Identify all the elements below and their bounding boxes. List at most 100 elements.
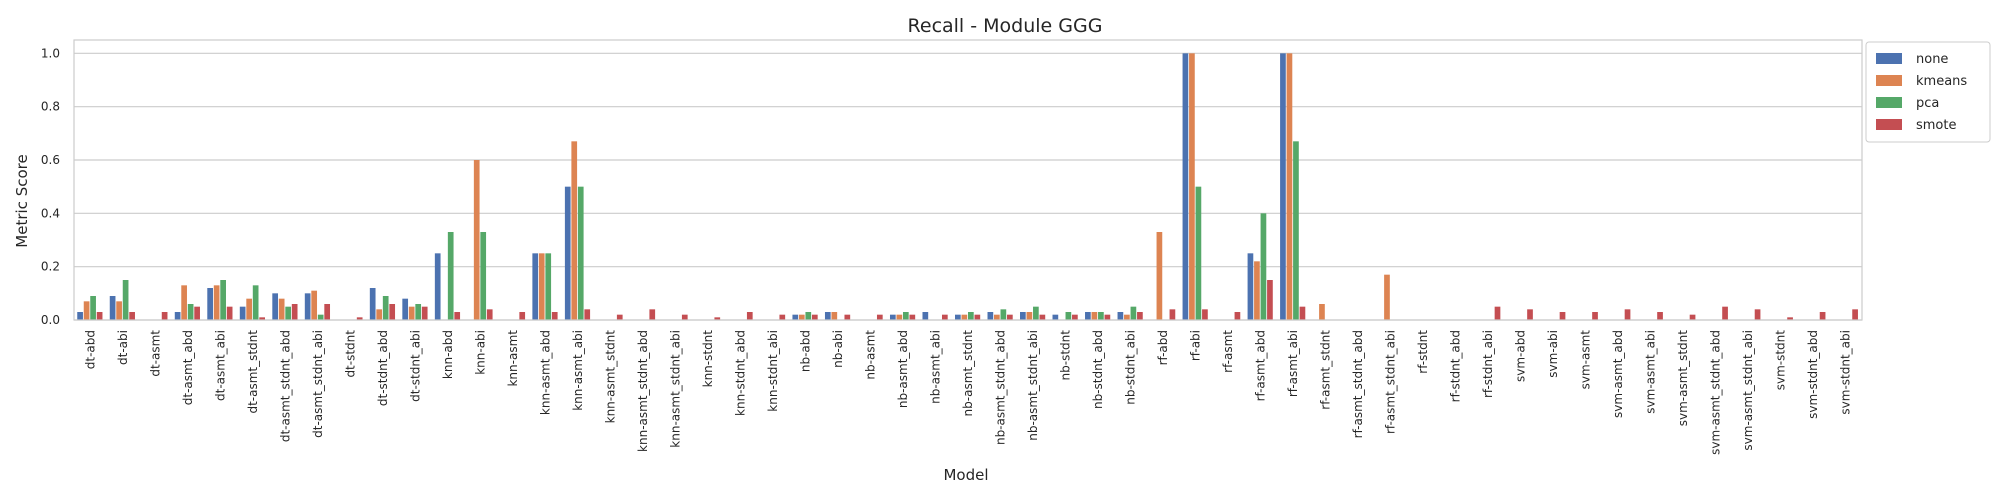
x-tick-label: dt-asmt_abi — [213, 330, 227, 401]
bar-smote-nb-stdnt — [1072, 314, 1078, 320]
bar-smote-svm-abi — [1559, 312, 1566, 320]
legend-swatch-smote — [1876, 119, 1902, 130]
bar-smote-rf-abd — [1169, 309, 1176, 320]
bar-pca-dt-asmt_abd — [187, 304, 194, 320]
x-tick-label: rf-stdnt_abi — [1481, 330, 1495, 398]
x-tick-label: svm-stdnt — [1774, 330, 1788, 391]
x-tick-label: svm-asmt_stdnt_abd — [1709, 330, 1723, 455]
bar-none-dt-asmt_abd — [174, 312, 181, 320]
y-tick-label: 1.0 — [41, 46, 60, 60]
x-tick-label: svm-asmt_abi — [1644, 330, 1658, 414]
bar-kmeans-rf-abi — [1189, 53, 1195, 320]
bar-none-dt-asmt_stdnt_abi — [304, 293, 311, 320]
y-tick-labels: 0.0 0.2 0.4 0.6 0.8 1.0 — [41, 46, 60, 327]
bar-pca-nb-abd — [805, 312, 812, 320]
bar-smote-nb-abi — [844, 314, 851, 320]
bar-none-nb-asmt_stdnt_abd — [987, 312, 994, 320]
bar-none-knn-abd — [434, 253, 441, 320]
y-axis-label: Metric Score — [13, 154, 31, 247]
legend-label-smote: smote — [1916, 118, 1957, 133]
bar-kmeans-dt-asmt_stdnt_abd — [278, 298, 285, 320]
x-tick-label: knn-asmt_abi — [571, 330, 585, 411]
bar-kmeans-rf-asmt_stdnt_abi — [1384, 274, 1390, 320]
bar-smote-dt-asmt_abi — [226, 306, 233, 320]
bar-smote-dt-asmt_stdnt_abi — [324, 304, 331, 320]
x-tick-label: svm-abd — [1514, 330, 1528, 382]
bar-smote-nb-asmt_stdnt_abd — [1007, 314, 1013, 320]
x-tick-label: rf-stdnt_abd — [1449, 330, 1463, 402]
bar-kmeans-rf-asmt_stdnt — [1319, 304, 1325, 320]
bar-kmeans-nb-stdnt_abi — [1124, 314, 1130, 320]
bar-smote-knn-abi — [486, 309, 493, 320]
bar-smote-knn-stdnt — [714, 317, 721, 320]
bar-smote-dt-asmt_stdnt_abd — [291, 304, 298, 320]
bar-pca-nb-asmt_abd — [902, 312, 909, 320]
legend-swatch-none — [1876, 53, 1902, 64]
bar-pca-rf-asmt_abd — [1260, 213, 1267, 320]
legend-label-pca: pca — [1916, 96, 1939, 111]
x-tick-label: nb-asmt_stdnt_abi — [1026, 330, 1040, 441]
bar-none-nb-abd — [792, 314, 799, 320]
x-tick-label: dt-asmt_stdnt_abd — [278, 330, 292, 442]
bar-smote-svm-stdnt_abi — [1852, 309, 1858, 320]
bar-pca-dt-abd — [90, 296, 96, 320]
x-tick-label: knn-abd — [441, 330, 455, 379]
y-tick-label: 0.0 — [41, 313, 60, 327]
bar-smote-nb-asmt_abd — [909, 314, 916, 320]
y-tick-label: 0.2 — [41, 260, 60, 274]
bar-smote-svm-asmt_abi — [1657, 312, 1663, 320]
bar-kmeans-dt-asmt_abi — [213, 285, 220, 320]
x-tick-label: nb-asmt_stdnt_abd — [994, 330, 1008, 445]
x-tick-label: svm-asmt — [1579, 330, 1593, 390]
bar-pca-knn-asmt_abi — [577, 186, 584, 320]
bar-smote-rf-stdnt_abi — [1494, 306, 1501, 320]
x-tick-label: svm-abi — [1546, 330, 1560, 378]
bar-pca-nb-stdnt_abi — [1130, 306, 1137, 320]
bar-kmeans-nb-abi — [831, 312, 838, 320]
bar-smote-nb-asmt — [876, 314, 883, 320]
x-tick-label: nb-asmt_stdnt — [961, 330, 975, 417]
bar-none-dt-abd — [77, 312, 83, 320]
bar-smote-knn-abd — [454, 312, 461, 320]
bar-smote-svm-asmt_stdnt_abd — [1722, 306, 1728, 320]
bar-smote-dt-asmt_stdnt — [259, 317, 265, 320]
x-tick-label: nb-stdnt — [1059, 330, 1073, 381]
bar-smote-nb-stdnt_abi — [1137, 312, 1143, 320]
x-tick-label: nb-abi — [831, 330, 845, 368]
bar-smote-rf-abi — [1202, 309, 1208, 320]
legend-swatch-pca — [1876, 97, 1902, 108]
legend: none kmeans pca smote — [1865, 41, 1991, 143]
x-tick-label: knn-asmt — [506, 330, 520, 387]
bar-kmeans-rf-asmt_abi — [1286, 53, 1293, 320]
bar-smote-nb-abd — [811, 314, 818, 320]
bar-kmeans-nb-stdnt_abd — [1091, 312, 1098, 320]
bar-pca-dt-asmt_abi — [220, 280, 226, 320]
bar-smote-svm-asmt_abd — [1624, 309, 1631, 320]
x-tick-label: knn-abi — [473, 330, 487, 375]
bar-pca-nb-asmt_stdnt — [968, 312, 974, 320]
bar-none-dt-abi — [109, 296, 116, 320]
bar-pca-dt-stdnt_abd — [382, 296, 389, 320]
x-tick-label: knn-asmt_stdnt_abi — [668, 330, 682, 448]
bar-pca-dt-asmt_stdnt — [252, 285, 259, 320]
bar-smote-nb-asmt_stdnt_abi — [1039, 314, 1046, 320]
bar-kmeans-knn-asmt_abi — [571, 141, 578, 320]
bar-smote-rf-asmt_abd — [1267, 280, 1273, 320]
x-tick-label: nb-stdnt_abd — [1091, 330, 1105, 409]
bar-kmeans-dt-asmt_stdnt_abi — [311, 290, 318, 320]
x-tick-label: knn-asmt_stdnt — [603, 330, 617, 424]
bar-smote-knn-asmt — [519, 312, 526, 320]
x-tick-label: knn-stdnt_abi — [766, 330, 780, 412]
x-axis-label: Model — [943, 466, 988, 484]
x-tick-label: nb-abd — [798, 330, 812, 372]
bars — [77, 53, 1858, 320]
x-tick-label: knn-stdnt_abd — [733, 330, 747, 416]
bar-pca-rf-asmt_abi — [1293, 141, 1299, 320]
x-tick-label: dt-asmt_abd — [181, 330, 195, 405]
x-tick-label: dt-stdnt_abd — [376, 330, 390, 406]
bar-pca-nb-stdnt — [1065, 312, 1072, 320]
x-tick-label: dt-asmt_stdnt_abi — [311, 330, 325, 438]
bar-smote-dt-stdnt_abi — [421, 306, 428, 320]
x-tick-label: knn-asmt_stdnt_abd — [636, 330, 650, 452]
